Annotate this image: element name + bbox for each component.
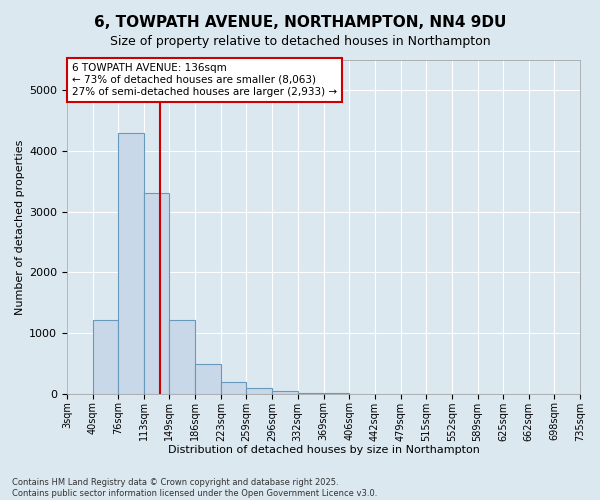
Text: 6 TOWPATH AVENUE: 136sqm
← 73% of detached houses are smaller (8,063)
27% of sem: 6 TOWPATH AVENUE: 136sqm ← 73% of detach… <box>72 64 337 96</box>
Bar <box>93 320 118 394</box>
Bar <box>272 390 298 394</box>
Bar <box>118 133 144 394</box>
Bar <box>144 194 169 394</box>
Text: Size of property relative to detached houses in Northampton: Size of property relative to detached ho… <box>110 35 490 48</box>
Bar <box>195 364 221 394</box>
Bar <box>221 382 247 394</box>
Text: 6, TOWPATH AVENUE, NORTHAMPTON, NN4 9DU: 6, TOWPATH AVENUE, NORTHAMPTON, NN4 9DU <box>94 15 506 30</box>
X-axis label: Distribution of detached houses by size in Northampton: Distribution of detached houses by size … <box>167 445 479 455</box>
Y-axis label: Number of detached properties: Number of detached properties <box>15 139 25 314</box>
Bar <box>169 320 195 394</box>
Text: Contains HM Land Registry data © Crown copyright and database right 2025.
Contai: Contains HM Land Registry data © Crown c… <box>12 478 377 498</box>
Bar <box>247 388 272 394</box>
Bar <box>298 393 323 394</box>
